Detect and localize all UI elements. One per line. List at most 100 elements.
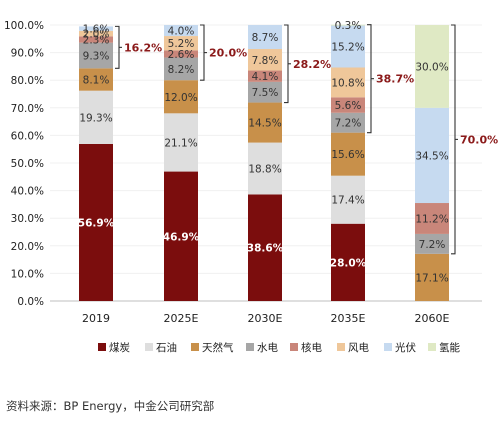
bracket-label: 20.0%: [209, 47, 247, 60]
legend-swatch: [337, 343, 345, 351]
segment-label: 15.2%: [331, 42, 364, 54]
legend-label: 水电: [257, 341, 278, 354]
legend-swatch: [246, 343, 254, 351]
segment-label: 19.3%: [79, 112, 112, 124]
x-tick-label: 2035E: [331, 312, 366, 325]
legend: 煤炭 石油 天然气 水电 核电 风电 光伏 氢能: [98, 341, 460, 354]
bar-segment-2035E-石油: [331, 175, 365, 224]
x-tick-label: 2019: [82, 312, 110, 325]
bar-segment-2025E-风电: [164, 36, 198, 51]
segment-label: 7.8%: [252, 55, 279, 67]
bar-segment-2019-石油: [79, 90, 113, 144]
bar-segment-2019-风电: [79, 30, 113, 37]
segment-label: 5.6%: [335, 100, 362, 112]
bracket: [115, 25, 120, 69]
bar-segment-2019-天然气: [79, 68, 113, 91]
bar-segment-2030E-煤炭: [248, 194, 282, 301]
segment-label: 21.1%: [164, 137, 197, 149]
bar-segment-2025E-核电: [164, 50, 198, 58]
legend-label: 天然气: [202, 341, 234, 354]
segment-label: 17.4%: [331, 195, 364, 207]
y-tick-label: 60.0%: [11, 130, 44, 142]
y-tick-label: 40.0%: [11, 186, 44, 198]
legend-swatch: [145, 343, 153, 351]
bar-segment-2035E-光伏: [331, 25, 365, 68]
bar-segment-2060E-氢能: [415, 25, 449, 108]
bar-segment-2019-核电: [79, 36, 113, 43]
segment-label: 30.0%: [415, 61, 448, 73]
bar-segment-2035E-风电: [331, 67, 365, 98]
segment-label: 34.5%: [415, 150, 448, 162]
segment-label: 4.1%: [252, 71, 279, 83]
bar-segment-2025E-天然气: [164, 80, 198, 114]
segment-label: 2.0%: [83, 29, 110, 41]
y-tick-label: 90.0%: [11, 48, 44, 60]
segment-label: 46.9%: [163, 231, 200, 243]
y-tick-label: 0.0%: [17, 296, 44, 308]
legend-swatch: [428, 343, 436, 351]
y-tick-label: 20.0%: [11, 241, 44, 253]
segment-label: 2.3%: [83, 34, 110, 46]
bars: [79, 24, 449, 301]
segment-label: 18.8%: [248, 164, 281, 176]
segment-label: 2.6%: [168, 49, 195, 61]
segment-labels: 56.9% 19.3% 8.1% 9.3% 2.3%2.0%1.6% 46.9% 21.1%…: [78, 20, 449, 284]
x-tick-label: 2025E: [164, 312, 199, 325]
segment-label: 15.6%: [331, 149, 364, 161]
x-tick-label: 2060E: [415, 312, 450, 325]
bar-segment-2030E-风电: [248, 49, 282, 71]
legend-label: 光伏: [395, 341, 416, 354]
bracket: [284, 24, 289, 104]
brackets: 16.2% 20.0% 28.2% 38.7% 70.0%: [115, 24, 498, 255]
segment-label: 9.3%: [83, 50, 110, 62]
bar-segment-2019-煤炭: [79, 143, 113, 301]
bar-segment-2060E-核电: [415, 203, 449, 234]
segment-label: 14.5%: [248, 118, 281, 130]
segment-label: 7.2%: [335, 118, 362, 130]
legend-label: 氢能: [439, 341, 460, 354]
segment-label: 28.0%: [330, 257, 367, 269]
bar-segment-2030E-天然气: [248, 102, 282, 143]
bar-segment-2060E-水电: [415, 233, 449, 254]
legend-swatch: [290, 343, 298, 351]
y-tick-label: 80.0%: [11, 75, 44, 87]
y-tick-label: 100.0%: [4, 20, 44, 32]
segment-label: 17.1%: [415, 272, 448, 284]
segment-label: 0.3%: [335, 20, 362, 32]
bar-segment-2019-水电: [79, 42, 113, 69]
bar-segment-2025E-石油: [164, 113, 198, 172]
bar-segment-2025E-光伏: [164, 25, 198, 37]
segment-label: 7.5%: [252, 87, 279, 99]
segment-label: 1.6%: [83, 24, 110, 36]
bracket: [367, 24, 372, 134]
bar-segment-2030E-石油: [248, 142, 282, 195]
y-tick-label: 10.0%: [11, 268, 44, 280]
y-tick-label: 50.0%: [11, 158, 44, 170]
bar-segment-2035E-水电: [331, 112, 365, 133]
segment-label: 8.7%: [252, 32, 279, 44]
segment-label: 38.6%: [247, 243, 284, 255]
segment-label: 8.1%: [83, 75, 110, 87]
bracket: [451, 24, 456, 255]
segment-label: 11.2%: [415, 213, 448, 225]
y-tick-label: 30.0%: [11, 213, 44, 225]
x-tick-label: 2030E: [248, 312, 283, 325]
bar-segment-2035E-天然气: [331, 132, 365, 176]
bar-segment-2060E-天然气: [415, 253, 449, 301]
legend-label: 石油: [156, 341, 177, 354]
bar-segment-2030E-光伏: [248, 25, 282, 50]
bracket-label: 38.7%: [376, 73, 414, 86]
segment-label: 4.0%: [168, 26, 195, 38]
bracket-label: 16.2%: [124, 41, 162, 54]
segment-label: 8.2%: [168, 64, 195, 76]
legend-label: 煤炭: [109, 341, 130, 354]
segment-label: 56.9%: [78, 217, 115, 229]
x-axis-ticks: 2019 2025E 2030E 2035E 2060E: [82, 312, 450, 325]
bracket-label: 70.0%: [460, 133, 498, 146]
y-axis-ticks: 0.0% 10.0% 20.0% 30.0% 40.0% 50.0% 60.0% 70.0% 8…: [4, 20, 44, 308]
bar-segment-2060E-光伏: [415, 107, 449, 204]
bar-segment-2019-光伏: [79, 26, 113, 31]
bar-segment-2025E-水电: [164, 57, 198, 81]
segment-label: 12.0%: [164, 92, 197, 104]
